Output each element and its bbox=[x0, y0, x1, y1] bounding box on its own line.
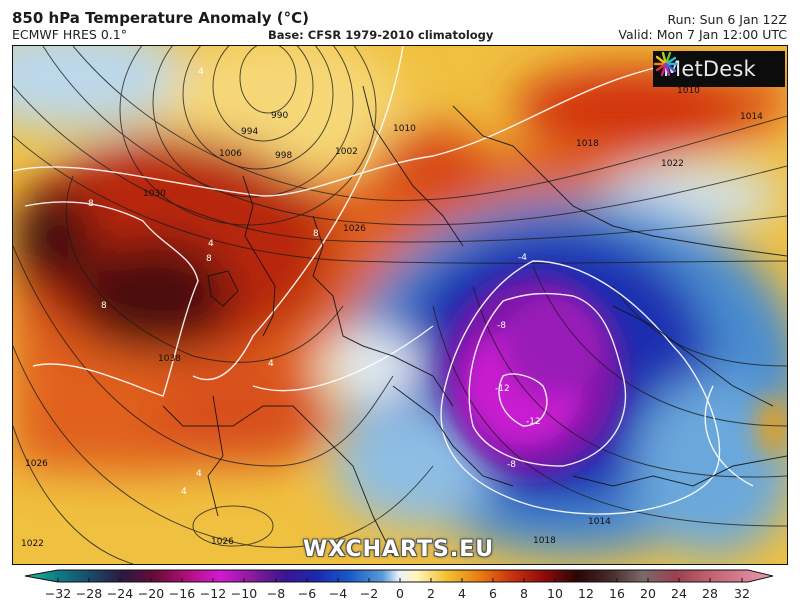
colorbar-tick: 12 bbox=[578, 586, 594, 601]
coastlines bbox=[162, 85, 787, 557]
svg-text:1022: 1022 bbox=[661, 159, 684, 169]
colorbar-tick: 32 bbox=[734, 586, 750, 601]
svg-text:994: 994 bbox=[241, 127, 258, 137]
colorbar-tick: −2 bbox=[359, 586, 379, 601]
colorbar-tick: −32 bbox=[44, 586, 72, 601]
anomaly-labels: 4 4 8 8 8 8 -4 -8 -12 -12 -8 4 4 4 bbox=[88, 67, 541, 497]
wxcharts-watermark: WXCHARTS.EU bbox=[303, 537, 495, 562]
isobar-contours bbox=[13, 46, 787, 564]
colorbar-tick: 6 bbox=[489, 586, 497, 601]
svg-text:990: 990 bbox=[271, 111, 288, 121]
svg-text:8: 8 bbox=[206, 254, 212, 264]
svg-text:4: 4 bbox=[268, 359, 274, 369]
colorbar-tick: 8 bbox=[520, 586, 528, 601]
logo-text: MetDesk bbox=[663, 57, 756, 81]
svg-text:4: 4 bbox=[208, 239, 214, 249]
svg-text:1026: 1026 bbox=[25, 459, 48, 469]
colorbar-tick: −20 bbox=[137, 586, 165, 601]
colorbar-tick: 28 bbox=[702, 586, 718, 601]
svg-text:-4: -4 bbox=[518, 253, 527, 263]
anomaly-contours bbox=[13, 46, 754, 515]
temperature-anomaly-map: 990 994 998 1002 1006 1010 1010 1014 101… bbox=[12, 45, 788, 565]
isobar-labels: 990 994 998 1002 1006 1010 1010 1014 101… bbox=[21, 86, 763, 549]
colorbar-tick: −8 bbox=[266, 586, 286, 601]
svg-text:8: 8 bbox=[313, 229, 319, 239]
svg-text:1026: 1026 bbox=[211, 537, 234, 547]
run-time-label: Run: Sun 6 Jan 12Z bbox=[667, 12, 787, 27]
base-climatology-label: Base: CFSR 1979-2010 climatology bbox=[268, 28, 494, 42]
svg-text:-8: -8 bbox=[507, 460, 516, 470]
svg-text:-12: -12 bbox=[495, 384, 510, 394]
svg-text:4: 4 bbox=[196, 469, 202, 479]
colorbar-tick: 20 bbox=[640, 586, 656, 601]
model-label: ECMWF HRES 0.1° bbox=[12, 27, 127, 42]
colorbar-tick: 4 bbox=[458, 586, 466, 601]
colorbar-tick: 10 bbox=[547, 586, 563, 601]
svg-text:1014: 1014 bbox=[588, 517, 611, 527]
colorbar-tick: 24 bbox=[671, 586, 687, 601]
svg-text:1018: 1018 bbox=[533, 536, 556, 546]
svg-text:-8: -8 bbox=[497, 321, 506, 331]
valid-time-label: Valid: Mon 7 Jan 12:00 UTC bbox=[618, 27, 787, 42]
map-canvas: 990 994 998 1002 1006 1010 1010 1014 101… bbox=[13, 46, 787, 564]
colorbar-tick: −12 bbox=[199, 586, 227, 601]
colorbar-tick: −4 bbox=[328, 586, 348, 601]
metdesk-logo: MetDesk bbox=[653, 51, 785, 87]
colorbar-tick: −24 bbox=[106, 586, 134, 601]
colorbar-tick: −6 bbox=[297, 586, 317, 601]
colorbar-tick: 2 bbox=[427, 586, 435, 601]
colorbar-tick: 0 bbox=[396, 586, 404, 601]
svg-text:1006: 1006 bbox=[219, 149, 242, 159]
colorbar-tick: −28 bbox=[75, 586, 103, 601]
svg-text:1030: 1030 bbox=[143, 189, 166, 199]
colorbar-tick: −16 bbox=[168, 586, 196, 601]
svg-text:8: 8 bbox=[101, 301, 107, 311]
svg-text:1026: 1026 bbox=[343, 224, 366, 234]
svg-text:4: 4 bbox=[181, 487, 187, 497]
svg-text:4: 4 bbox=[198, 67, 204, 77]
colorbar-tick: 16 bbox=[609, 586, 625, 601]
svg-text:8: 8 bbox=[88, 199, 94, 209]
svg-text:1038: 1038 bbox=[158, 354, 181, 364]
svg-text:1022: 1022 bbox=[21, 539, 44, 549]
starburst-logo-icon bbox=[653, 51, 679, 77]
svg-text:1010: 1010 bbox=[677, 86, 700, 96]
svg-text:1002: 1002 bbox=[335, 147, 358, 157]
colorbar-tick: −10 bbox=[230, 586, 258, 601]
chart-title: 850 hPa Temperature Anomaly (°C) bbox=[12, 9, 309, 27]
svg-text:1018: 1018 bbox=[576, 139, 599, 149]
colorbar bbox=[24, 569, 774, 583]
svg-text:1010: 1010 bbox=[393, 124, 416, 134]
svg-text:-12: -12 bbox=[526, 417, 541, 427]
svg-text:1014: 1014 bbox=[740, 112, 763, 122]
svg-text:998: 998 bbox=[275, 151, 292, 161]
